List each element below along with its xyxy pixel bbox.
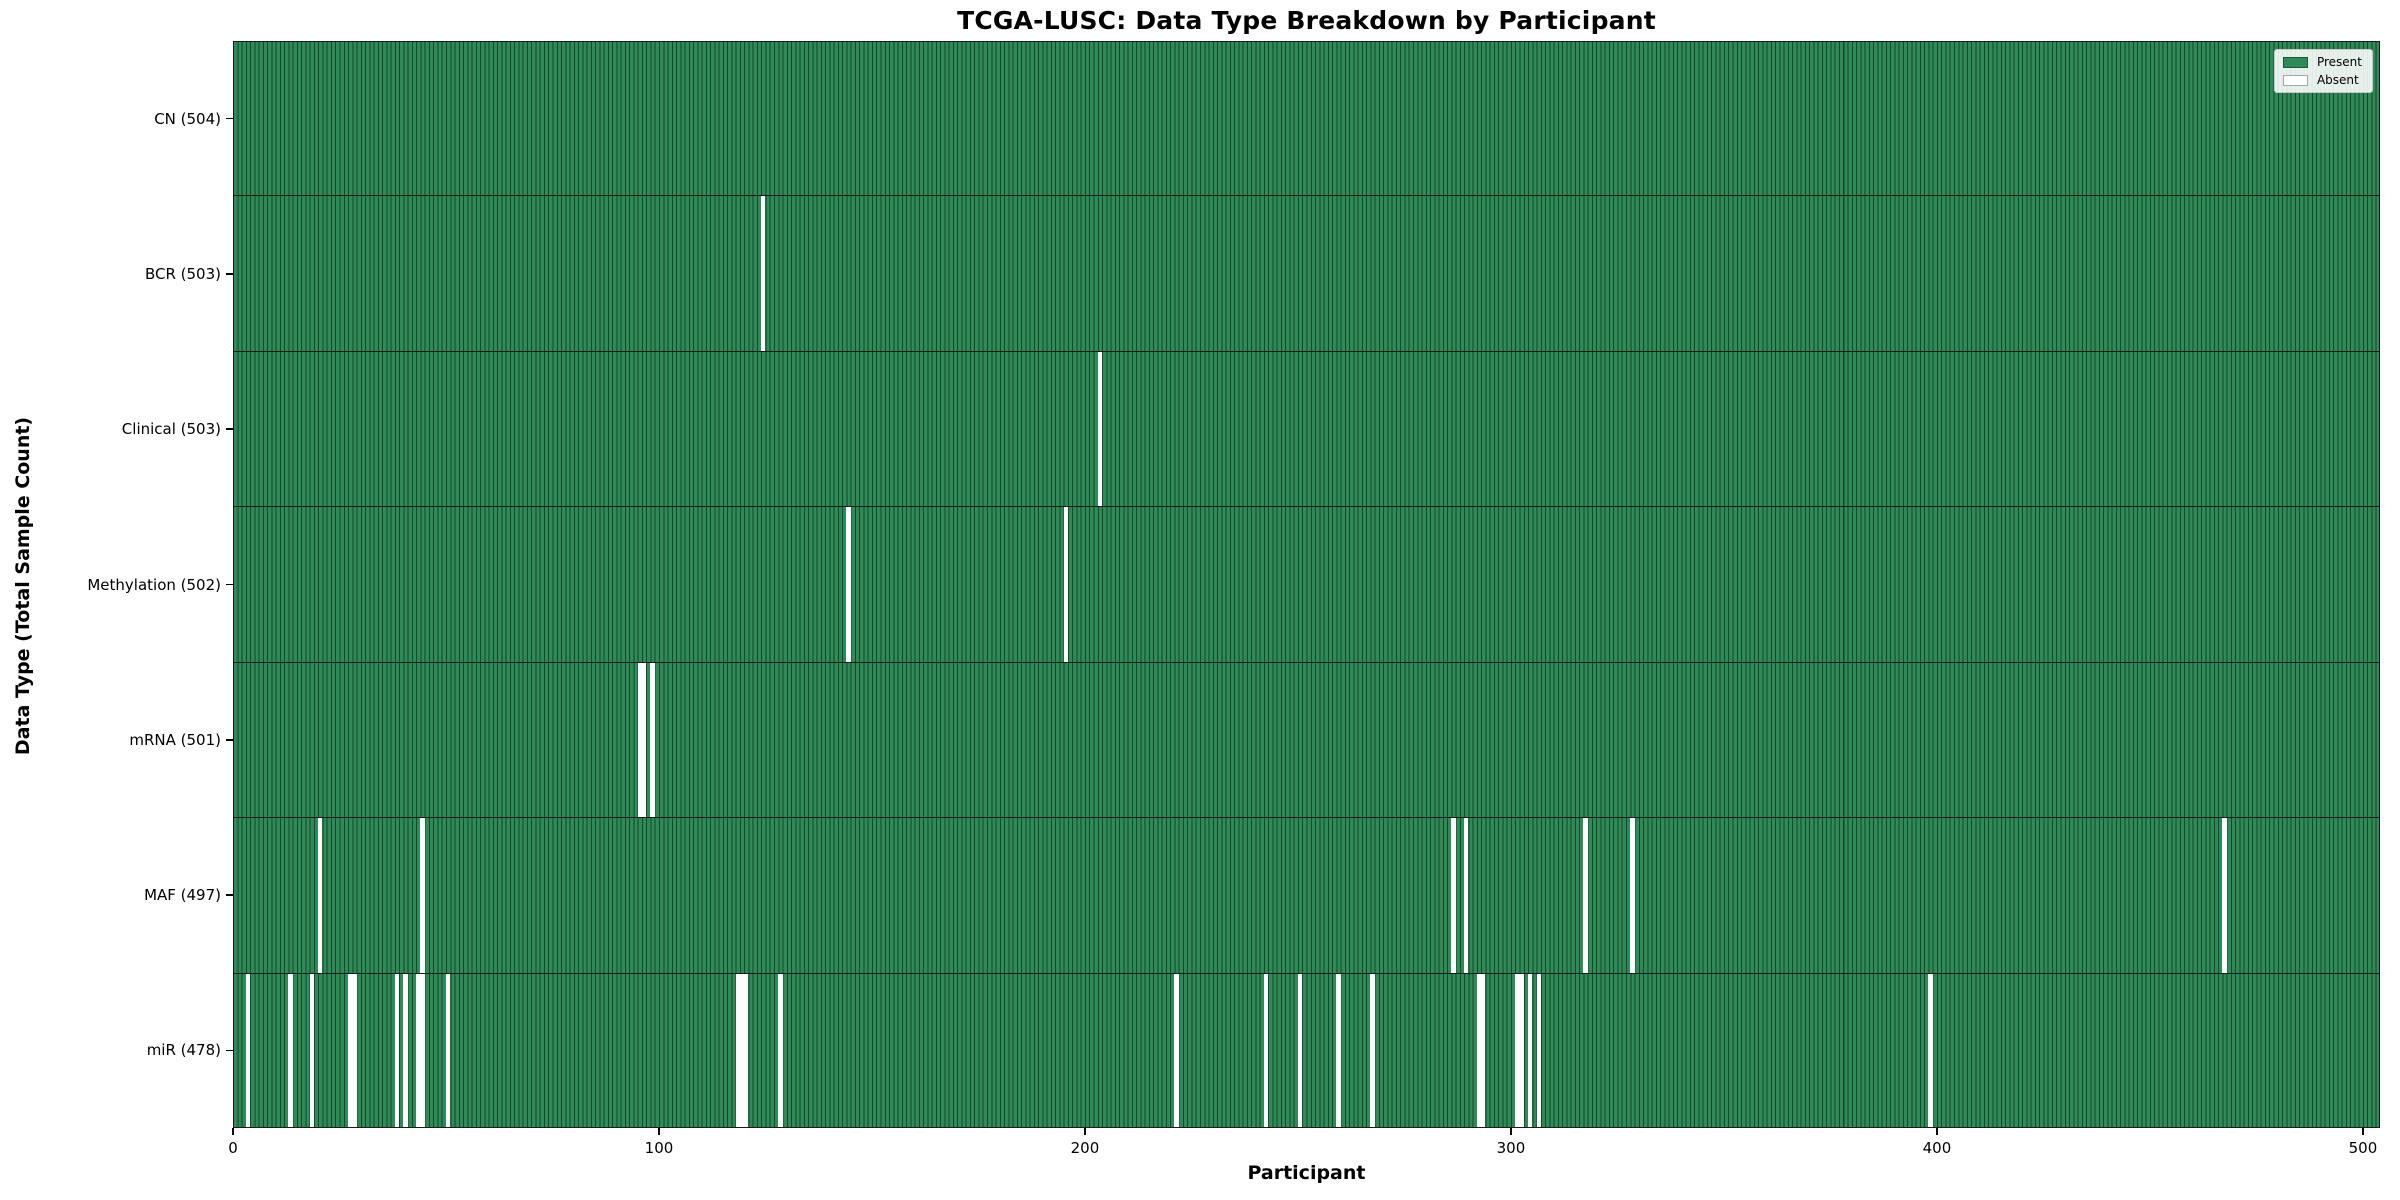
x-tick-mark [1936, 1128, 1938, 1135]
absent-marker [739, 973, 745, 1128]
absent-marker [1336, 973, 1341, 1128]
absent-marker [1174, 973, 1179, 1128]
absent-marker [650, 662, 655, 818]
legend-label-present: Present [2316, 55, 2362, 69]
absent-marker [445, 973, 451, 1128]
y-tick-mark [226, 1049, 233, 1052]
absent-marker [352, 973, 357, 1128]
absent-marker [1519, 973, 1524, 1128]
y-tick-mark [226, 583, 233, 586]
heatmap-row-mrna [233, 661, 2380, 818]
x-tick-mark [1510, 1128, 1512, 1135]
y-tick-label: CN (504) [154, 109, 221, 128]
absent-marker [761, 196, 766, 351]
y-tick-mark [226, 117, 233, 120]
x-tick-label: 100 [644, 1139, 674, 1157]
absent-marker [318, 818, 323, 973]
chart-title: TCGA-LUSC: Data Type Breakdown by Partic… [957, 6, 1656, 35]
y-tick-mark [226, 894, 233, 896]
absent-marker [416, 973, 421, 1128]
y-tick-label: MAF (497) [144, 886, 221, 905]
absent-marker [394, 973, 400, 1128]
heatmap-rows [233, 41, 2380, 1128]
y-tick-label: mRNA (501) [129, 730, 221, 749]
absent-marker [1528, 973, 1533, 1128]
y-tick-mark [226, 428, 233, 431]
y-tick-mark [226, 738, 233, 741]
absent-marker [1583, 818, 1588, 973]
x-tick-label: 300 [1496, 1139, 1526, 1157]
absent-marker [309, 973, 314, 1128]
legend-item-absent: Absent [2282, 73, 2362, 87]
y-tick-label: BCR (503) [144, 264, 221, 283]
absent-marker [420, 973, 425, 1128]
y-tick-label: Methylation (502) [87, 575, 221, 594]
absent-marker [1464, 818, 1469, 973]
absent-marker [1097, 351, 1102, 507]
legend-item-present: Present [2282, 55, 2362, 69]
x-tick-mark [2362, 1128, 2364, 1135]
absent-marker [420, 818, 425, 973]
y-tick-label: miR (478) [146, 1041, 221, 1060]
absent-marker [637, 662, 642, 818]
absent-marker [1370, 973, 1375, 1128]
x-tick-label: 0 [228, 1139, 238, 1157]
absent-marker [735, 973, 740, 1128]
heatmap-row-cn [233, 41, 2380, 196]
y-tick-mark [226, 273, 233, 275]
absent-marker [245, 973, 251, 1128]
heatmap-row-bcr [233, 195, 2380, 351]
absent-marker [846, 507, 851, 662]
absent-marker [778, 973, 783, 1128]
x-axis-label: Participant [1247, 1162, 1366, 1184]
x-tick-label: 200 [1070, 1139, 1100, 1157]
legend: Present Absent [2273, 49, 2373, 93]
absent-marker [1928, 973, 1933, 1128]
absent-marker [1451, 818, 1456, 973]
legend-label-absent: Absent [2316, 73, 2359, 87]
absent-marker [348, 973, 353, 1128]
absent-marker [403, 973, 408, 1128]
legend-swatch-absent-icon [2282, 74, 2308, 86]
absent-marker [1263, 973, 1269, 1128]
absent-marker [1063, 507, 1068, 662]
legend-swatch-present-icon [2282, 56, 2308, 68]
absent-marker [641, 662, 647, 818]
absent-marker [1515, 973, 1520, 1128]
absent-marker [1630, 818, 1635, 973]
absent-marker [2222, 818, 2227, 973]
absent-marker [1476, 973, 1482, 1128]
absent-marker [744, 973, 749, 1128]
absent-marker [1536, 973, 1541, 1128]
heatmap-row-methylation [233, 506, 2380, 662]
x-tick-label: 400 [1922, 1139, 1952, 1157]
x-tick-mark [658, 1128, 660, 1135]
absent-marker [288, 973, 293, 1128]
y-tick-label: Clinical (503) [121, 420, 221, 439]
absent-marker [1297, 973, 1303, 1128]
heatmap-row-clinical [233, 350, 2380, 507]
x-tick-label: 500 [2348, 1139, 2378, 1157]
absent-marker [1481, 973, 1486, 1128]
heatmap-row-maf [233, 817, 2380, 973]
x-tick-mark [1084, 1128, 1086, 1135]
heatmap-row-mir [233, 972, 2380, 1128]
plot-area: Present Absent [233, 41, 2380, 1128]
x-tick-mark [232, 1128, 234, 1135]
